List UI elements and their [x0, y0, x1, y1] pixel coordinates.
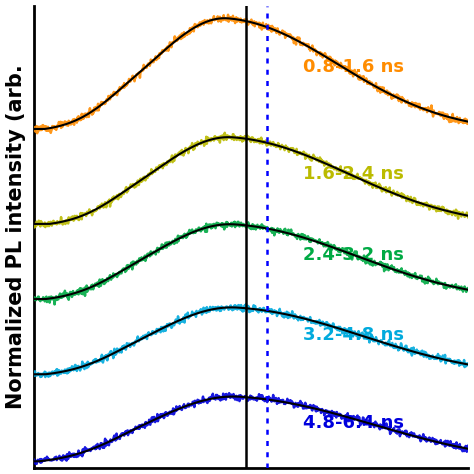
- Text: 3.2-4.8 ns: 3.2-4.8 ns: [303, 326, 404, 344]
- Text: 0.8-1.6 ns: 0.8-1.6 ns: [303, 58, 404, 76]
- Y-axis label: Normalized PL intensity (arb.: Normalized PL intensity (arb.: [6, 64, 26, 410]
- Text: 2.4-3.2 ns: 2.4-3.2 ns: [303, 246, 404, 264]
- Text: 4.8-6.4 ns: 4.8-6.4 ns: [303, 414, 404, 432]
- Text: 1.6-2.4 ns: 1.6-2.4 ns: [303, 165, 404, 183]
